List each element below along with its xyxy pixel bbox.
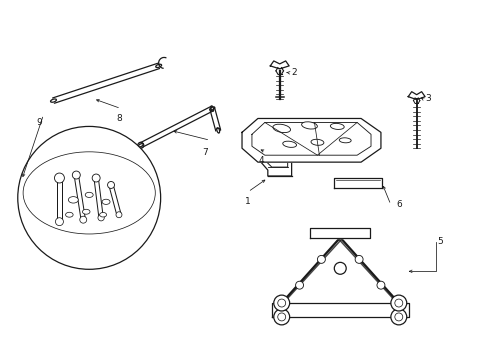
Text: 7: 7 [202,148,208,157]
Text: 3: 3 [425,94,430,103]
Circle shape [92,174,100,182]
Text: 6: 6 [395,200,401,209]
Ellipse shape [339,138,350,143]
Text: 5: 5 [437,237,443,246]
Ellipse shape [282,141,296,147]
Ellipse shape [82,209,90,214]
Ellipse shape [330,123,344,130]
Circle shape [98,215,104,221]
Ellipse shape [272,124,290,132]
Ellipse shape [85,192,93,198]
Polygon shape [334,178,381,188]
Ellipse shape [310,139,323,145]
Circle shape [354,255,362,264]
Ellipse shape [68,197,78,203]
Text: 4: 4 [259,156,264,165]
Circle shape [295,281,303,289]
Circle shape [107,181,114,188]
Text: 1: 1 [244,197,250,206]
Ellipse shape [102,199,110,204]
Text: 2: 2 [291,68,297,77]
Ellipse shape [100,212,106,217]
Polygon shape [242,118,380,162]
Circle shape [55,218,63,226]
Circle shape [80,216,86,223]
Circle shape [390,295,406,311]
Ellipse shape [301,122,317,129]
Polygon shape [271,303,408,317]
Text: 9: 9 [37,118,42,127]
Polygon shape [310,228,369,238]
Circle shape [54,173,64,183]
Circle shape [18,126,161,269]
Circle shape [273,309,289,325]
Circle shape [390,309,406,325]
Circle shape [376,281,384,289]
Circle shape [334,262,346,274]
Circle shape [116,212,122,218]
Ellipse shape [65,212,73,217]
Circle shape [72,171,80,179]
Circle shape [273,295,289,311]
Circle shape [317,255,325,264]
Text: 8: 8 [116,114,122,123]
